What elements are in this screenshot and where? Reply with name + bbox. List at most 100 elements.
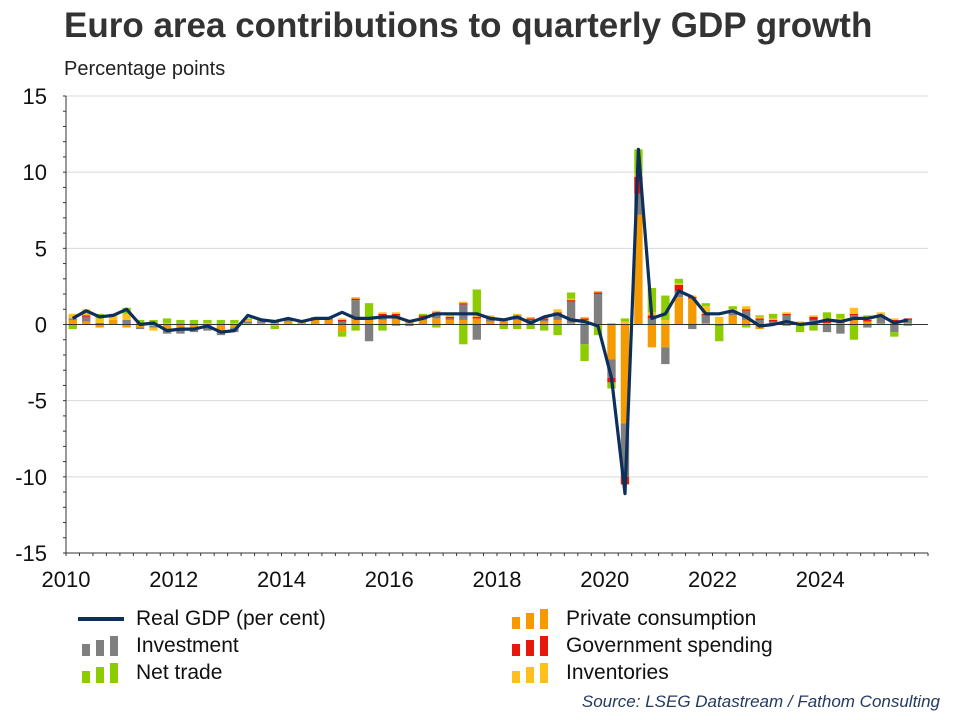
bar-investment bbox=[688, 324, 697, 330]
bar-net-trade bbox=[661, 295, 670, 320]
bar-net-trade bbox=[203, 319, 212, 323]
bar-net-trade bbox=[472, 289, 481, 316]
bar-net-trade bbox=[890, 332, 899, 337]
bar-investment bbox=[661, 347, 670, 365]
bar-private-consumption bbox=[459, 319, 468, 325]
bar-investment bbox=[836, 324, 845, 334]
bar-private-consumption bbox=[243, 322, 253, 325]
bar-net-trade bbox=[189, 319, 199, 325]
bar-private-consumption bbox=[108, 319, 118, 325]
bar-private-consumption bbox=[391, 318, 401, 325]
bar-private-consumption bbox=[513, 319, 522, 325]
bar-private-consumption bbox=[647, 324, 657, 348]
bar-inventories bbox=[782, 312, 791, 314]
bar-investment bbox=[566, 301, 576, 323]
bar-net-trade bbox=[809, 324, 818, 331]
bar-private-consumption bbox=[418, 319, 428, 325]
y-tick-label: 10 bbox=[23, 160, 47, 185]
gdp-line bbox=[71, 147, 909, 496]
bar-net-trade bbox=[459, 324, 468, 345]
bar-private-consumption bbox=[688, 298, 697, 325]
bar-investment bbox=[553, 313, 562, 320]
bar-private-consumption bbox=[284, 321, 293, 325]
bar-government-spending bbox=[459, 303, 468, 305]
bar-investment bbox=[863, 324, 872, 328]
bar-inventories bbox=[230, 322, 239, 325]
bar-private-consumption bbox=[499, 319, 508, 325]
bar-private-consumption bbox=[162, 324, 172, 331]
bar-investment bbox=[472, 324, 481, 340]
bar-private-consumption bbox=[634, 214, 643, 325]
bar-private-consumption bbox=[378, 319, 387, 325]
bar-government-spending bbox=[445, 316, 455, 319]
bar-net-trade bbox=[782, 324, 791, 327]
bar-inventories bbox=[715, 316, 724, 325]
bar-inventories bbox=[513, 313, 522, 316]
bar-net-trade bbox=[378, 324, 387, 331]
bar-investment bbox=[203, 327, 212, 331]
bar-private-consumption bbox=[176, 324, 185, 330]
bar-net-trade bbox=[513, 324, 522, 330]
y-tick-label: -15 bbox=[15, 541, 47, 566]
bar-net-trade bbox=[176, 319, 185, 325]
bar-inventories bbox=[849, 307, 859, 314]
bar-net-trade bbox=[553, 324, 562, 336]
bar-investment bbox=[809, 319, 818, 322]
bar-private-consumption bbox=[566, 322, 576, 325]
bar-investment bbox=[593, 294, 603, 325]
bar-private-consumption bbox=[189, 324, 199, 330]
bar-private-consumption bbox=[270, 322, 279, 325]
bar-net-trade bbox=[836, 313, 845, 319]
bar-net-trade bbox=[270, 326, 279, 330]
bar-government-spending bbox=[593, 292, 603, 295]
bar-net-trade bbox=[539, 324, 549, 331]
bar-inventories bbox=[432, 310, 441, 313]
bar-inventories bbox=[95, 318, 104, 323]
bar-inventories bbox=[741, 306, 751, 310]
bar-government-spending bbox=[566, 300, 576, 302]
bar-private-consumption bbox=[230, 324, 239, 328]
bar-inventories bbox=[270, 324, 279, 327]
bar-private-consumption bbox=[257, 322, 266, 325]
bar-net-trade bbox=[337, 332, 347, 337]
bar-inventories bbox=[593, 290, 603, 293]
bar-inventories bbox=[459, 301, 468, 304]
bar-inventories bbox=[203, 322, 212, 325]
bar-private-consumption bbox=[876, 322, 886, 325]
bar-investment bbox=[728, 310, 737, 316]
bar-net-trade bbox=[566, 292, 576, 299]
bar-inventories bbox=[580, 316, 589, 319]
bar-net-trade bbox=[728, 306, 737, 310]
bar-private-consumption bbox=[620, 324, 630, 424]
bar-private-consumption bbox=[486, 321, 495, 325]
bar-private-consumption bbox=[661, 324, 670, 348]
bar-government-spending bbox=[768, 319, 778, 322]
bar-investment bbox=[176, 329, 185, 334]
chart-subtitle: Percentage points bbox=[64, 58, 226, 80]
bar-private-consumption bbox=[849, 319, 859, 325]
bar-private-consumption bbox=[607, 324, 616, 360]
bar-government-spending bbox=[539, 318, 549, 320]
bar-private-consumption bbox=[822, 322, 832, 325]
bar-government-spending bbox=[849, 313, 859, 316]
bar-private-consumption bbox=[310, 319, 320, 325]
bar-net-trade bbox=[418, 313, 428, 316]
bar-government-spending bbox=[782, 313, 791, 316]
bar-net-trade bbox=[391, 324, 401, 327]
bar-net-trade bbox=[243, 318, 253, 320]
bar-net-trade bbox=[135, 319, 145, 323]
bar-investment bbox=[351, 300, 360, 319]
gdp-line-layer bbox=[71, 147, 909, 496]
bar-private-consumption bbox=[674, 297, 684, 325]
bar-net-trade bbox=[755, 315, 764, 317]
bar-private-consumption bbox=[337, 324, 347, 333]
bar-government-spending bbox=[82, 315, 91, 317]
bar-investment bbox=[405, 324, 414, 327]
bar-investment bbox=[607, 359, 616, 378]
y-tick-label: -10 bbox=[15, 465, 47, 490]
bar-net-trade bbox=[499, 324, 508, 330]
bar-inventories bbox=[337, 318, 347, 320]
bar-net-trade bbox=[674, 278, 684, 284]
bar-net-trade bbox=[526, 324, 535, 330]
bar-net-trade bbox=[580, 344, 589, 362]
